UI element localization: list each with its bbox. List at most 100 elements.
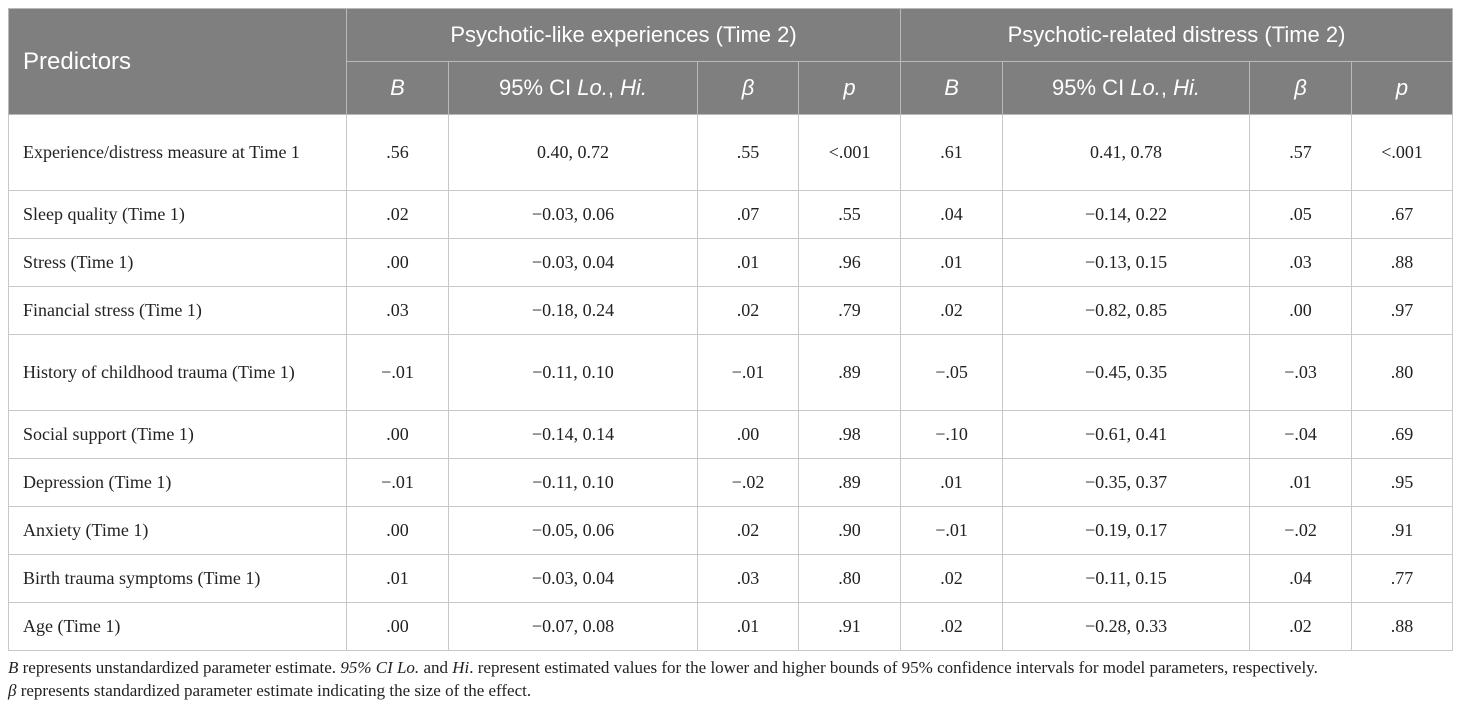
dis-b-cell: .01 <box>900 238 1004 287</box>
exp-ci-cell: −0.03, 0.06 <box>448 190 698 239</box>
dis-b-cell: .02 <box>900 602 1004 651</box>
table-footnote: B represents unstandardized parameter es… <box>8 658 1318 700</box>
dis-beta-cell: .02 <box>1249 602 1353 651</box>
dis-ci-cell: −0.13, 0.15 <box>1002 238 1251 287</box>
exp-ci-cell: −0.11, 0.10 <box>448 334 698 411</box>
exp-p-cell: .91 <box>797 602 902 651</box>
dis-ci-header: 95% CI Lo., Hi. <box>1002 61 1251 115</box>
dis-ci-cell: −0.14, 0.22 <box>1002 190 1251 239</box>
exp-beta-cell: .01 <box>697 238 799 287</box>
dis-p-cell: <.001 <box>1351 114 1454 191</box>
exp-b-cell: .00 <box>346 410 449 459</box>
distress-group-header: Psychotic-related distress (Time 2) <box>900 8 1454 62</box>
dis-b-header: B <box>900 61 1004 115</box>
exp-b-cell: .01 <box>346 554 449 603</box>
exp-beta-cell: .55 <box>697 114 799 191</box>
row-label: Stress (Time 1) <box>8 238 347 287</box>
dis-beta-cell: −.04 <box>1249 410 1353 459</box>
dis-beta-cell: .03 <box>1249 238 1353 287</box>
dis-beta-cell: .04 <box>1249 554 1353 603</box>
dis-p-cell: .69 <box>1351 410 1454 459</box>
dis-p-cell: .77 <box>1351 554 1454 603</box>
exp-p-cell: .90 <box>797 506 902 555</box>
dis-ci-cell: −0.19, 0.17 <box>1002 506 1251 555</box>
row-label: Financial stress (Time 1) <box>8 286 347 335</box>
dis-p-cell: .67 <box>1351 190 1454 239</box>
dis-ci-cell: −0.61, 0.41 <box>1002 410 1251 459</box>
dis-b-cell: .02 <box>900 286 1004 335</box>
dis-p-cell: .88 <box>1351 238 1454 287</box>
dis-b-cell: −.05 <box>900 334 1004 411</box>
dis-ci-cell: −0.82, 0.85 <box>1002 286 1251 335</box>
dis-b-cell: .61 <box>900 114 1004 191</box>
exp-b-header: B <box>346 61 449 115</box>
exp-b-cell: .00 <box>346 506 449 555</box>
exp-b-cell: .00 <box>346 602 449 651</box>
dis-ci-cell: −0.35, 0.37 <box>1002 458 1251 507</box>
exp-ci-cell: 0.40, 0.72 <box>448 114 698 191</box>
exp-p-header: p <box>797 61 902 115</box>
exp-beta-cell: .02 <box>697 286 799 335</box>
dis-b-cell: .01 <box>900 458 1004 507</box>
exp-p-cell: .96 <box>797 238 902 287</box>
dis-b-cell: .04 <box>900 190 1004 239</box>
exp-beta-cell: −.01 <box>697 334 799 411</box>
exp-b-cell: .00 <box>346 238 449 287</box>
dis-p-cell: .91 <box>1351 506 1454 555</box>
table-row: History of childhood trauma (Time 1) −.0… <box>8 334 1454 411</box>
exp-beta-cell: .07 <box>697 190 799 239</box>
exp-beta-cell: .01 <box>697 602 799 651</box>
dis-p-cell: .95 <box>1351 458 1454 507</box>
table-row: Birth trauma symptoms (Time 1) .01 −0.03… <box>8 554 1454 603</box>
exp-ci-header: 95% CI Lo., Hi. <box>448 61 698 115</box>
exp-beta-cell: .00 <box>697 410 799 459</box>
exp-p-cell: .89 <box>797 334 902 411</box>
results-table-container: Predictors Psychotic-like experiences (T… <box>8 8 1454 702</box>
dis-p-header: p <box>1351 61 1454 115</box>
table-row: Stress (Time 1) .00 −0.03, 0.04 .01 .96 … <box>8 238 1454 287</box>
dis-beta-cell: −.03 <box>1249 334 1353 411</box>
exp-ci-cell: −0.03, 0.04 <box>448 554 698 603</box>
dis-beta-header: β <box>1249 61 1353 115</box>
row-label: History of childhood trauma (Time 1) <box>8 334 347 411</box>
exp-p-cell: <.001 <box>797 114 902 191</box>
dis-b-cell: .02 <box>900 554 1004 603</box>
exp-beta-cell: −.02 <box>697 458 799 507</box>
exp-p-cell: .89 <box>797 458 902 507</box>
row-label: Experience/distress measure at Time 1 <box>8 114 347 191</box>
dis-p-cell: .80 <box>1351 334 1454 411</box>
exp-ci-cell: −0.14, 0.14 <box>448 410 698 459</box>
exp-b-cell: .02 <box>346 190 449 239</box>
exp-b-cell: .03 <box>346 286 449 335</box>
exp-ci-cell: −0.18, 0.24 <box>448 286 698 335</box>
table-row: Social support (Time 1) .00 −0.14, 0.14 … <box>8 410 1454 459</box>
exp-ci-cell: −0.11, 0.10 <box>448 458 698 507</box>
note-hi: Hi <box>452 658 470 677</box>
experiences-group-header: Psychotic-like experiences (Time 2) <box>345 8 902 62</box>
row-label: Birth trauma symptoms (Time 1) <box>8 554 347 603</box>
table-row: Anxiety (Time 1) .00 −0.05, 0.06 .02 .90… <box>8 506 1454 555</box>
note-beta: β <box>8 681 17 700</box>
row-label: Anxiety (Time 1) <box>8 506 347 555</box>
exp-ci-cell: −0.05, 0.06 <box>448 506 698 555</box>
exp-b-cell: −.01 <box>346 458 449 507</box>
dis-b-cell: −.10 <box>900 410 1004 459</box>
dis-ci-cell: 0.41, 0.78 <box>1002 114 1251 191</box>
dis-ci-cell: −0.45, 0.35 <box>1002 334 1251 411</box>
exp-beta-header: β <box>697 61 799 115</box>
exp-b-cell: −.01 <box>346 334 449 411</box>
note-b: B <box>8 658 19 677</box>
table-row: Experience/distress measure at Time 1 .5… <box>8 114 1454 191</box>
note-ci-lo: 95% CI Lo. <box>340 658 420 677</box>
row-label: Social support (Time 1) <box>8 410 347 459</box>
dis-p-cell: .88 <box>1351 602 1454 651</box>
table-row: Sleep quality (Time 1) .02 −0.03, 0.06 .… <box>8 190 1454 239</box>
predictors-header: Predictors <box>8 8 347 115</box>
row-label: Age (Time 1) <box>8 602 347 651</box>
dis-beta-cell: .01 <box>1249 458 1353 507</box>
exp-beta-cell: .03 <box>697 554 799 603</box>
exp-p-cell: .79 <box>797 286 902 335</box>
exp-p-cell: .55 <box>797 190 902 239</box>
dis-beta-cell: .57 <box>1249 114 1353 191</box>
dis-ci-cell: −0.11, 0.15 <box>1002 554 1251 603</box>
